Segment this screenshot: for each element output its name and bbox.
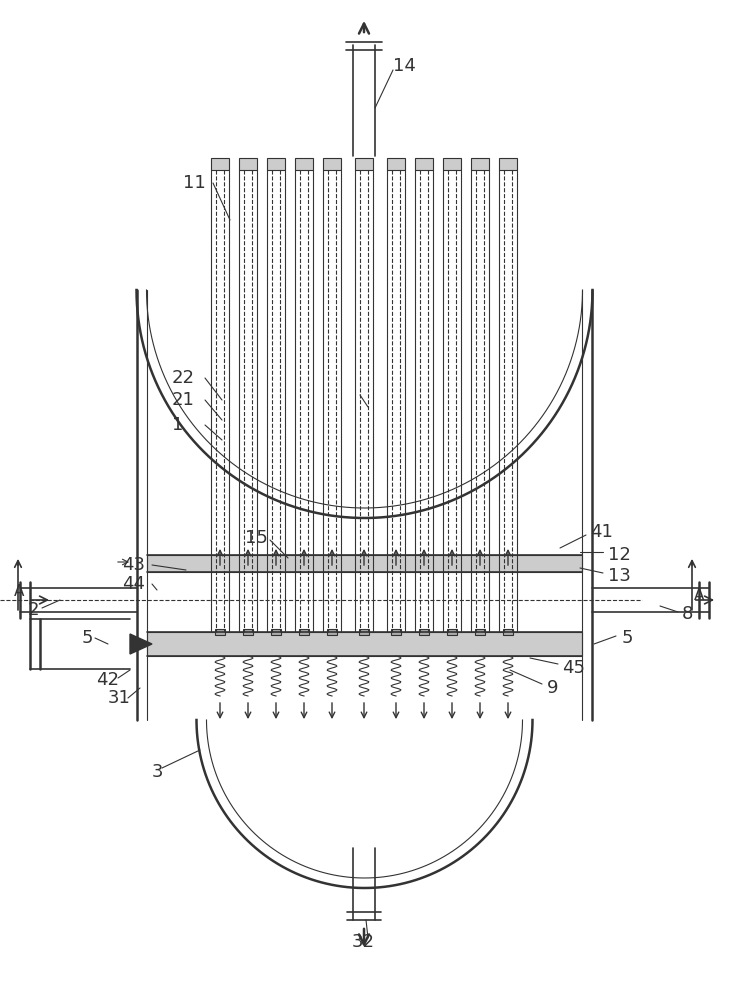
Bar [147,555,582,572]
Text: 5: 5 [622,629,634,647]
Bar [415,158,433,170]
Bar [243,629,253,635]
Bar [419,629,429,635]
Text: 43: 43 [122,556,145,574]
Text: 41: 41 [590,523,613,541]
Bar [295,158,313,170]
Text: 14: 14 [393,57,416,75]
Bar [503,629,513,635]
Text: 8: 8 [682,605,693,623]
Bar [271,629,281,635]
Text: A: A [14,584,24,599]
Bar [323,158,341,170]
Bar [387,158,405,170]
Text: 1: 1 [172,416,184,434]
Bar [447,629,457,635]
Bar [443,158,461,170]
Bar [475,629,485,635]
Bar [239,158,257,170]
Polygon shape [130,634,152,654]
Bar [359,629,369,635]
Text: 3: 3 [152,763,163,781]
Text: 13: 13 [608,567,631,585]
Text: 44: 44 [122,575,145,593]
Text: 45: 45 [562,659,585,677]
Text: A: A [694,587,704,602]
Text: 31: 31 [108,689,131,707]
Text: 42: 42 [96,671,119,689]
Bar [267,158,285,170]
Text: 2: 2 [28,601,39,619]
Bar [147,632,582,656]
Bar [215,629,225,635]
Text: 22: 22 [172,369,195,387]
Text: 11: 11 [183,174,206,192]
Text: 12: 12 [608,546,631,564]
Text: 32: 32 [352,933,375,951]
Bar [471,158,489,170]
Bar [327,629,337,635]
Text: 21: 21 [172,391,195,409]
Bar [211,158,229,170]
Text: 15: 15 [245,529,268,547]
Text: 5: 5 [82,629,93,647]
Bar [355,158,373,170]
Text: 9: 9 [547,679,558,697]
Bar [299,629,309,635]
Bar [499,158,517,170]
Bar [391,629,401,635]
